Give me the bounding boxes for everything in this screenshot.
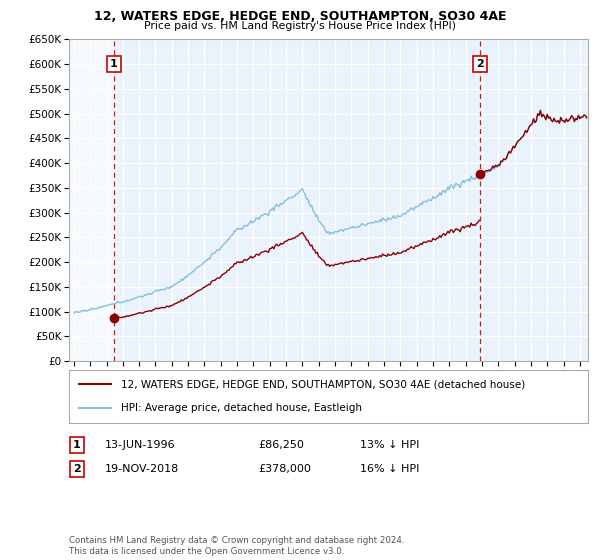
Text: 1: 1 (110, 59, 118, 69)
Text: £378,000: £378,000 (258, 464, 311, 474)
Text: 13-JUN-1996: 13-JUN-1996 (105, 440, 176, 450)
Text: Price paid vs. HM Land Registry's House Price Index (HPI): Price paid vs. HM Land Registry's House … (144, 21, 456, 31)
Text: 12, WATERS EDGE, HEDGE END, SOUTHAMPTON, SO30 4AE (detached house): 12, WATERS EDGE, HEDGE END, SOUTHAMPTON,… (121, 380, 525, 390)
Bar (69, 39, 114, 361)
Text: Contains HM Land Registry data © Crown copyright and database right 2024.
This d: Contains HM Land Registry data © Crown c… (69, 536, 404, 556)
Text: 19-NOV-2018: 19-NOV-2018 (105, 464, 179, 474)
Text: HPI: Average price, detached house, Eastleigh: HPI: Average price, detached house, East… (121, 403, 362, 413)
Text: 12, WATERS EDGE, HEDGE END, SOUTHAMPTON, SO30 4AE: 12, WATERS EDGE, HEDGE END, SOUTHAMPTON,… (94, 10, 506, 23)
Text: 16% ↓ HPI: 16% ↓ HPI (360, 464, 419, 474)
Text: 2: 2 (476, 59, 484, 69)
Text: 13% ↓ HPI: 13% ↓ HPI (360, 440, 419, 450)
Text: 1: 1 (73, 440, 80, 450)
Text: £86,250: £86,250 (258, 440, 304, 450)
Text: 2: 2 (73, 464, 80, 474)
